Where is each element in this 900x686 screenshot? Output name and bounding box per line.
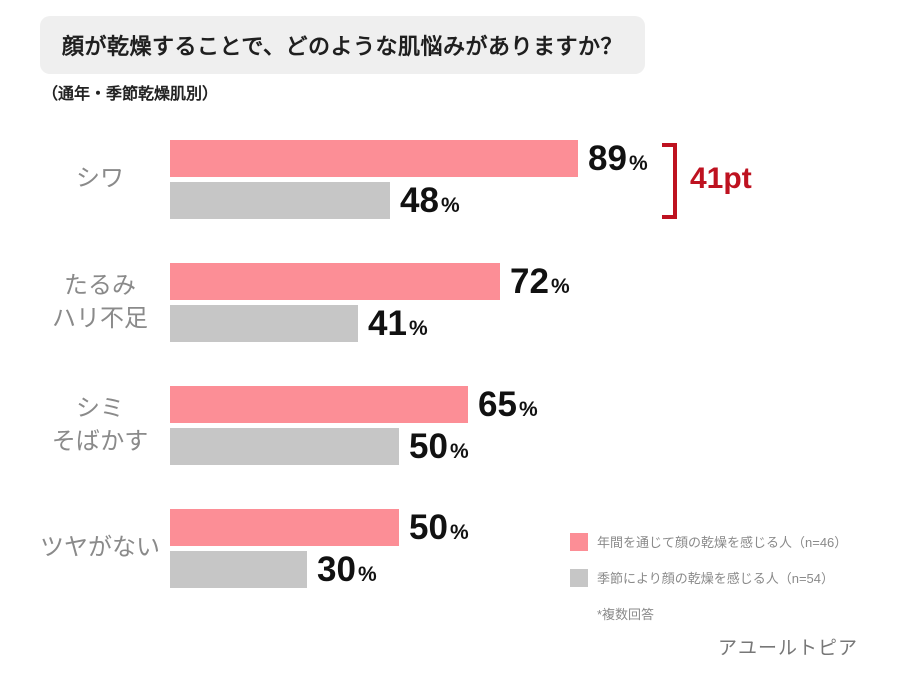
legend-label: 季節により顔の乾燥を感じる人（n=54） xyxy=(597,571,835,586)
legend-item: 季節により顔の乾燥を感じる人（n=54） xyxy=(570,568,890,587)
difference-bracket xyxy=(662,143,677,219)
legend-items: 年間を通じて顔の乾燥を感じる人（n=46） 季節により顔の乾燥を感じる人（n=54… xyxy=(570,532,890,587)
value-suffix: % xyxy=(518,398,538,421)
value-suffix: % xyxy=(449,521,469,544)
value-number: 50 xyxy=(409,508,448,547)
value-suffix: % xyxy=(408,317,428,340)
value-suffix: % xyxy=(550,275,570,298)
primary-bar xyxy=(170,386,468,423)
category-label: シワ xyxy=(76,165,124,193)
value-number: 72 xyxy=(510,262,549,301)
value-number: 30 xyxy=(317,550,356,589)
bar-group: 50% 30% xyxy=(170,509,870,588)
primary-bar-line: 72% xyxy=(170,263,870,300)
secondary-bar xyxy=(170,428,399,465)
chart-title: 顔が乾燥することで、どのような肌悩みがありますか？ xyxy=(40,16,645,74)
legend-label: 年間を通じて顔の乾燥を感じる人（n=46） xyxy=(597,535,848,550)
category-label: シミ そばかす xyxy=(51,395,149,455)
bar-group: 89% 48% xyxy=(170,140,870,219)
legend: 年間を通じて顔の乾燥を感じる人（n=46） 季節により顔の乾燥を感じる人（n=54… xyxy=(570,532,890,623)
value-suffix: % xyxy=(628,152,648,175)
chart-row: シミ そばかす 65% 50% xyxy=(30,386,870,465)
primary-bar-line: 50% xyxy=(170,509,870,546)
secondary-bar-line: 50% xyxy=(170,428,870,465)
primary-bar-line: 65% xyxy=(170,386,870,423)
value-label: 89% xyxy=(588,141,648,176)
value-label: 72% xyxy=(510,264,570,299)
legend-swatch-gray xyxy=(570,568,588,587)
chart-subtitle: （通年・季節乾燥肌別） xyxy=(42,86,219,103)
value-number: 89 xyxy=(588,139,627,178)
value-suffix: % xyxy=(357,563,377,586)
chart-row: たるみ ハリ不足 72% 41% xyxy=(30,263,870,342)
value-label: 50% xyxy=(409,510,469,545)
secondary-bar xyxy=(170,305,358,342)
value-label: 50% xyxy=(409,429,469,464)
value-number: 50 xyxy=(409,427,448,466)
bar-chart: シワ 89% 48% 41pt たるみ ハリ不足 72% 41% シミ そばかす 65% 50% ツ… xyxy=(30,140,870,632)
value-suffix: % xyxy=(440,194,460,217)
value-label: 65% xyxy=(478,387,538,422)
legend-item: 年間を通じて顔の乾燥を感じる人（n=46） xyxy=(570,532,890,551)
chart-row: シワ 89% 48% 41pt xyxy=(30,140,870,219)
category-label: ツヤがない xyxy=(40,534,160,562)
value-number: 48 xyxy=(400,181,439,220)
brand-name: アユールトピア xyxy=(717,638,858,659)
primary-bar xyxy=(170,263,500,300)
category-label: たるみ ハリ不足 xyxy=(52,272,148,332)
secondary-bar-line: 41% xyxy=(170,305,870,342)
legend-footnote: *複数回答 xyxy=(597,607,655,622)
secondary-bar xyxy=(170,182,390,219)
value-label: 48% xyxy=(400,183,460,218)
secondary-bar xyxy=(170,551,307,588)
bar-group: 72% 41% xyxy=(170,263,870,342)
primary-bar xyxy=(170,140,578,177)
value-suffix: % xyxy=(449,440,469,463)
primary-bar-line: 89% xyxy=(170,140,870,177)
legend-swatch-pink xyxy=(570,532,588,551)
chart-row: ツヤがない 50% 30% xyxy=(30,509,870,588)
secondary-bar-line: 48% xyxy=(170,182,870,219)
value-number: 65 xyxy=(478,385,517,424)
value-label: 30% xyxy=(317,552,377,587)
difference-label: 41pt xyxy=(690,162,752,195)
value-label: 41% xyxy=(368,306,428,341)
secondary-bar-line: 30% xyxy=(170,551,870,588)
primary-bar xyxy=(170,509,399,546)
value-number: 41 xyxy=(368,304,407,343)
bar-group: 65% 50% xyxy=(170,386,870,465)
